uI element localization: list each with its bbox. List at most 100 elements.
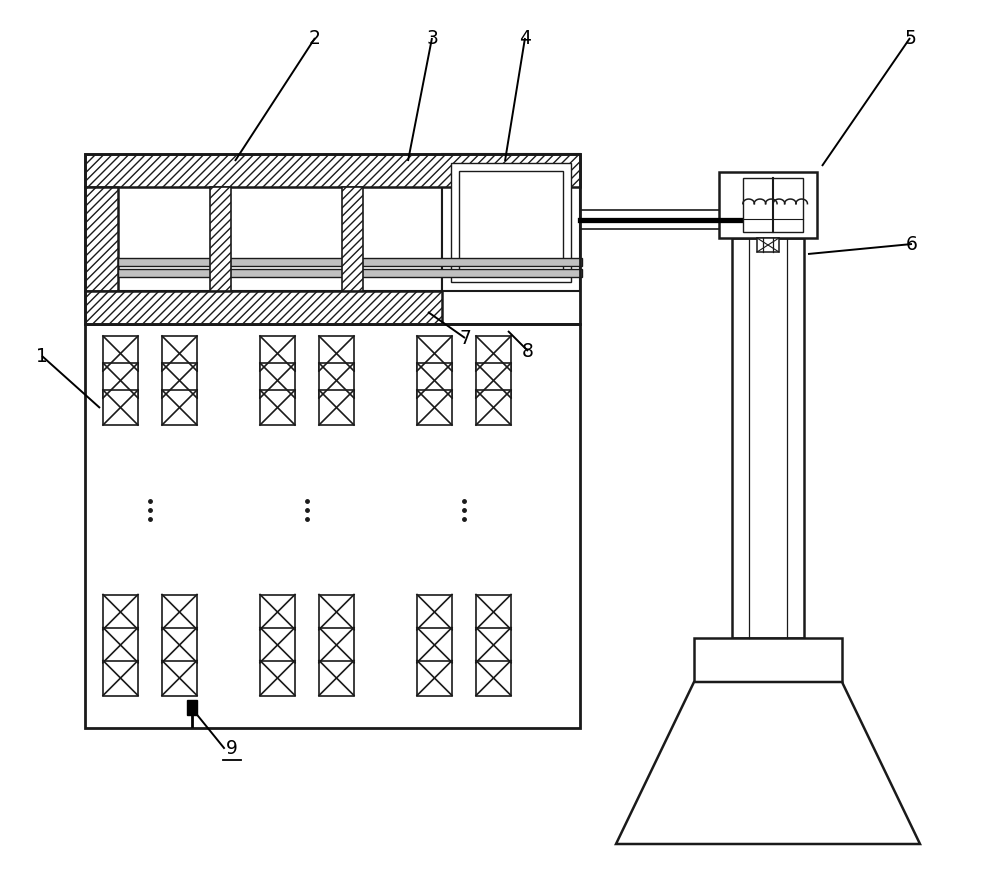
Bar [98, 358, 103, 404]
Bar [417, 628, 452, 663]
Bar [412, 622, 417, 668]
Bar [319, 595, 354, 630]
Bar [319, 661, 354, 696]
Bar [260, 425, 354, 431]
Bar [103, 589, 197, 595]
Bar [260, 391, 295, 425]
Bar [417, 589, 511, 595]
Bar [511, 385, 516, 431]
Bar [476, 363, 511, 399]
Bar [511, 622, 516, 668]
Bar [260, 358, 354, 363]
Bar [260, 595, 295, 630]
Bar [412, 331, 417, 377]
Text: 3: 3 [426, 29, 438, 49]
Bar [342, 188, 363, 291]
Bar [417, 385, 511, 391]
Bar [118, 188, 442, 291]
Bar [197, 622, 202, 668]
Bar [412, 385, 417, 431]
Bar [103, 385, 197, 391]
Bar [103, 628, 138, 663]
Bar [442, 155, 580, 291]
Bar [719, 173, 817, 238]
Bar [451, 164, 571, 283]
Bar [103, 425, 197, 431]
Text: 5: 5 [904, 29, 916, 49]
Bar [162, 363, 197, 399]
Bar [354, 331, 360, 377]
Bar [260, 630, 354, 635]
Bar [260, 622, 354, 628]
Bar [260, 696, 354, 701]
Bar [254, 656, 260, 701]
Bar [476, 661, 511, 696]
Bar [417, 661, 452, 696]
Bar [260, 656, 354, 661]
Bar [98, 656, 103, 701]
Text: 6: 6 [906, 236, 918, 254]
Bar [103, 399, 197, 404]
Bar [459, 172, 563, 275]
Bar [319, 337, 354, 371]
Bar [417, 337, 452, 371]
Bar [354, 656, 360, 701]
Bar [417, 595, 452, 630]
Bar [103, 656, 197, 661]
Bar [260, 363, 295, 399]
Bar [511, 589, 516, 635]
Bar [260, 399, 354, 404]
Bar [98, 589, 103, 635]
Bar [476, 628, 511, 663]
Bar [476, 595, 511, 630]
Bar [254, 358, 260, 404]
Bar [103, 331, 197, 337]
Bar [162, 391, 197, 425]
Bar [162, 595, 197, 630]
Bar [417, 622, 511, 628]
Text: 1: 1 [36, 347, 48, 366]
Bar [260, 663, 354, 668]
Bar [162, 628, 197, 663]
Bar [254, 622, 260, 668]
Bar [417, 425, 511, 431]
Bar [98, 622, 103, 668]
Bar [417, 391, 452, 425]
Bar [98, 331, 103, 377]
Bar [417, 656, 511, 661]
Bar [98, 385, 103, 431]
Bar [197, 358, 202, 404]
Bar [260, 628, 295, 663]
Text: 7: 7 [459, 329, 471, 348]
Bar [118, 269, 582, 277]
Bar [103, 696, 197, 701]
Bar [732, 238, 804, 638]
Bar [162, 337, 197, 371]
Bar [85, 291, 442, 324]
Bar [260, 589, 354, 595]
Bar [254, 589, 260, 635]
Bar [118, 258, 582, 267]
Polygon shape [616, 682, 920, 844]
Text: 2: 2 [309, 29, 321, 49]
Bar [417, 663, 511, 668]
Bar [210, 188, 231, 291]
Bar [103, 661, 138, 696]
Bar [103, 371, 197, 377]
Bar [197, 385, 202, 431]
Bar [319, 628, 354, 663]
Bar [103, 595, 138, 630]
Bar [197, 589, 202, 635]
Bar [417, 363, 452, 399]
Bar [85, 324, 580, 728]
Bar [417, 358, 511, 363]
Bar [511, 331, 516, 377]
Bar [354, 358, 360, 404]
Bar [260, 371, 354, 377]
Bar [354, 385, 360, 431]
Bar [511, 358, 516, 404]
Text: 8: 8 [522, 342, 534, 361]
Bar [319, 363, 354, 399]
Bar [694, 638, 842, 682]
Bar [260, 385, 354, 391]
